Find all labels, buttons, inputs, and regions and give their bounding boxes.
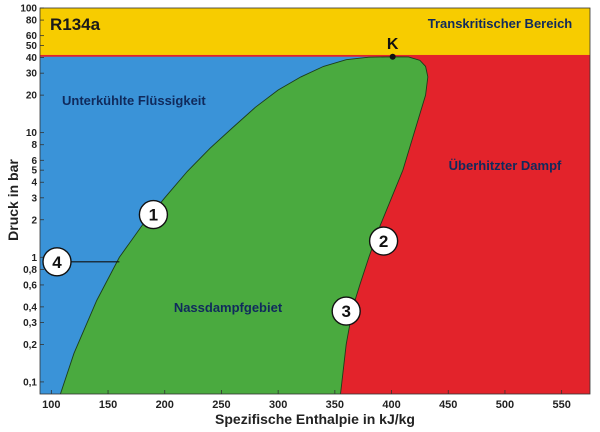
marker-2-label: 2 bbox=[379, 232, 388, 251]
y-tick-label: 40 bbox=[26, 53, 38, 64]
marker-4-circle bbox=[42, 247, 72, 277]
y-tick-label: 10 bbox=[26, 128, 38, 139]
critical-point bbox=[389, 53, 396, 60]
marker-2-circle bbox=[368, 226, 399, 256]
x-axis-label: Spezifische Enthalpie in kJ/kg bbox=[215, 411, 415, 427]
x-tick-label: 150 bbox=[99, 399, 117, 411]
x-tick-label: 200 bbox=[156, 399, 174, 411]
y-tick-label: 3 bbox=[31, 193, 37, 204]
label-transcritical: Transkritischer Bereich bbox=[428, 16, 573, 31]
y-tick-label: 20 bbox=[26, 91, 38, 102]
label-wet-steam: Nassdampfgebiet bbox=[174, 300, 283, 315]
marker-1-label: 1 bbox=[149, 206, 158, 225]
y-tick-label: 2 bbox=[31, 215, 37, 226]
x-tick-label: 500 bbox=[496, 399, 514, 411]
y-tick-label: 0,4 bbox=[23, 302, 37, 313]
y-tick-label: 4 bbox=[31, 178, 37, 189]
y-tick-label: 8 bbox=[31, 140, 37, 151]
x-axis-ticks: 100 150 200 250 300 350 400 450 500 550 bbox=[42, 390, 571, 411]
x-tick-label: 350 bbox=[326, 399, 344, 411]
y-tick-label: 1 bbox=[31, 253, 37, 264]
y-tick-label: 80 bbox=[26, 16, 38, 27]
y-tick-label: 50 bbox=[26, 41, 38, 52]
marker-1-circle bbox=[138, 199, 169, 230]
y-tick-label: 5 bbox=[31, 166, 37, 177]
marker-4-label: 4 bbox=[52, 253, 62, 272]
chart-title: R134a bbox=[50, 15, 101, 34]
y-tick-label: 0,1 bbox=[23, 377, 37, 388]
y-tick-label: 0,8 bbox=[23, 265, 37, 276]
y-tick-label: 0,6 bbox=[23, 280, 37, 291]
x-tick-label: 550 bbox=[552, 399, 570, 411]
label-superheated: Überhitzter Dampf bbox=[449, 158, 562, 173]
x-tick-label: 250 bbox=[212, 399, 230, 411]
y-tick-label: 60 bbox=[26, 31, 38, 42]
label-subcooled: Unterkühlte Flüssigkeit bbox=[62, 93, 206, 108]
y-tick-label: 100 bbox=[20, 4, 37, 15]
marker-3-label: 3 bbox=[341, 302, 350, 321]
marker-3-circle bbox=[331, 296, 361, 326]
y-tick-label: 6 bbox=[31, 156, 37, 167]
x-tick-label: 300 bbox=[269, 399, 287, 411]
y-tick-label: 0,2 bbox=[23, 340, 37, 351]
y-tick-label: 30 bbox=[26, 69, 38, 80]
region-subcooled bbox=[40, 56, 393, 394]
x-tick-label: 450 bbox=[439, 399, 457, 411]
y-tick-label: 0,3 bbox=[23, 318, 37, 329]
plot-frame bbox=[39, 7, 591, 395]
process-markers: 1 2 3 4 bbox=[42, 199, 399, 326]
y-axis-label: Druck in bar bbox=[5, 159, 21, 241]
region-transcritical bbox=[40, 8, 590, 55]
critical-point-label: K bbox=[387, 36, 399, 53]
x-tick-label: 400 bbox=[382, 399, 400, 411]
x-tick-label: 100 bbox=[42, 399, 60, 411]
